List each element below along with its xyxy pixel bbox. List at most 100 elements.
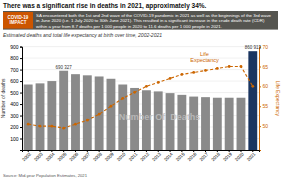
tick-label: 2017 bbox=[199, 151, 210, 162]
marker bbox=[145, 85, 148, 88]
bar bbox=[71, 74, 80, 150]
marker bbox=[98, 113, 101, 116]
tick: 2014 bbox=[163, 150, 174, 162]
tick-label: 2021 bbox=[246, 151, 257, 162]
callout-label-box bbox=[3, 12, 33, 29]
tick-label: 50 bbox=[263, 123, 269, 129]
grid-line bbox=[22, 92, 259, 93]
tick: 900 bbox=[10, 44, 22, 50]
marker bbox=[110, 105, 113, 108]
tick: 2004 bbox=[45, 150, 56, 162]
tick-label: 70 bbox=[263, 44, 269, 50]
tick: 400 bbox=[10, 101, 22, 107]
tick-label: 2020 bbox=[234, 151, 245, 162]
tick: 50 bbox=[259, 123, 268, 129]
axis: 50 55 60 65 70 bbox=[259, 44, 268, 151]
tick: 2018 bbox=[210, 150, 221, 162]
tick: 2020 bbox=[234, 150, 245, 162]
tick: 55 bbox=[259, 103, 268, 109]
bar bbox=[237, 98, 246, 150]
tick-mark bbox=[259, 86, 261, 87]
grid bbox=[22, 47, 259, 139]
bar bbox=[36, 83, 45, 150]
tick: 2005 bbox=[57, 150, 68, 162]
tick: 600 bbox=[10, 78, 22, 84]
tick-label: 2018 bbox=[210, 151, 221, 162]
marker bbox=[192, 71, 195, 74]
tick: 2003 bbox=[33, 150, 44, 162]
tick-label: 100 bbox=[10, 136, 19, 142]
grid-line bbox=[22, 81, 259, 82]
tick: 2011 bbox=[128, 150, 139, 162]
marker bbox=[86, 119, 89, 122]
marker bbox=[228, 65, 231, 68]
tick: 2006 bbox=[69, 150, 80, 162]
grid-line bbox=[22, 46, 259, 47]
tick-label: 2006 bbox=[69, 151, 80, 162]
bar bbox=[95, 76, 104, 150]
tick-label: 55 bbox=[263, 103, 269, 109]
tick-mark bbox=[259, 126, 261, 127]
axis-line bbox=[260, 47, 262, 150]
tick-label: 2009 bbox=[104, 151, 115, 162]
marker bbox=[169, 77, 172, 80]
tick-label: 60 bbox=[263, 83, 269, 89]
tick: 2013 bbox=[151, 150, 162, 162]
tick-mark bbox=[259, 106, 261, 107]
callout: SA encountered both the 1st and 2nd wave… bbox=[3, 11, 278, 30]
tick-label: 900 bbox=[10, 44, 19, 50]
tick: 700 bbox=[10, 67, 22, 73]
bar bbox=[59, 71, 68, 150]
axis-title: Number of deaths bbox=[0, 78, 6, 118]
source: Source: Mid-year Population Estimates, 2… bbox=[3, 173, 88, 178]
tick: 2017 bbox=[199, 150, 210, 162]
tick-label: 800 bbox=[10, 55, 19, 61]
tick-label: 2010 bbox=[116, 151, 127, 162]
plot-area bbox=[24, 51, 257, 150]
line bbox=[28, 66, 253, 128]
annotation: 860 913 bbox=[245, 45, 262, 50]
tick: 300 bbox=[10, 113, 22, 119]
tick: 65 bbox=[259, 64, 268, 70]
tick: 2019 bbox=[222, 150, 233, 162]
bar bbox=[47, 81, 56, 150]
tick-mark bbox=[259, 66, 261, 67]
tick: 2008 bbox=[92, 150, 103, 162]
grid-line bbox=[22, 104, 259, 105]
text-line: Expectancy bbox=[190, 57, 219, 63]
tick-label: 300 bbox=[10, 113, 19, 119]
tick: 2012 bbox=[139, 150, 150, 162]
bar bbox=[225, 98, 234, 150]
bar bbox=[24, 85, 33, 150]
marker bbox=[180, 73, 183, 76]
tick-label: 2004 bbox=[45, 151, 56, 162]
tick: 2010 bbox=[116, 150, 127, 162]
marker bbox=[62, 127, 65, 130]
grid-line bbox=[22, 58, 259, 59]
tick: 800 bbox=[10, 55, 22, 61]
tick-label: 2005 bbox=[57, 151, 68, 162]
bars bbox=[24, 51, 257, 150]
subtitle: Estimated deaths and total life expectan… bbox=[3, 32, 162, 38]
bar bbox=[189, 97, 198, 150]
marker bbox=[74, 123, 77, 126]
grid-line bbox=[22, 138, 259, 139]
marker bbox=[251, 85, 254, 88]
tick-mark bbox=[20, 47, 22, 48]
tick: 60 bbox=[259, 83, 268, 89]
tick-label: 2015 bbox=[175, 151, 186, 162]
tick: 2016 bbox=[187, 150, 198, 162]
tick-label: 2019 bbox=[222, 151, 233, 162]
tick-label: 600 bbox=[10, 78, 19, 84]
bar bbox=[248, 51, 257, 150]
tick-label: 2008 bbox=[92, 151, 103, 162]
axis: 100200300400500600700800900 bbox=[10, 44, 22, 151]
markers bbox=[27, 65, 254, 129]
tick: 500 bbox=[10, 90, 22, 96]
tick-label: 2012 bbox=[139, 151, 150, 162]
axis: 2002200320042005200620072008200920102011… bbox=[21, 150, 259, 162]
tick: 100 bbox=[10, 136, 22, 142]
marker bbox=[27, 123, 30, 126]
tick-mark bbox=[20, 58, 22, 59]
tick-label: 2002 bbox=[21, 151, 32, 162]
